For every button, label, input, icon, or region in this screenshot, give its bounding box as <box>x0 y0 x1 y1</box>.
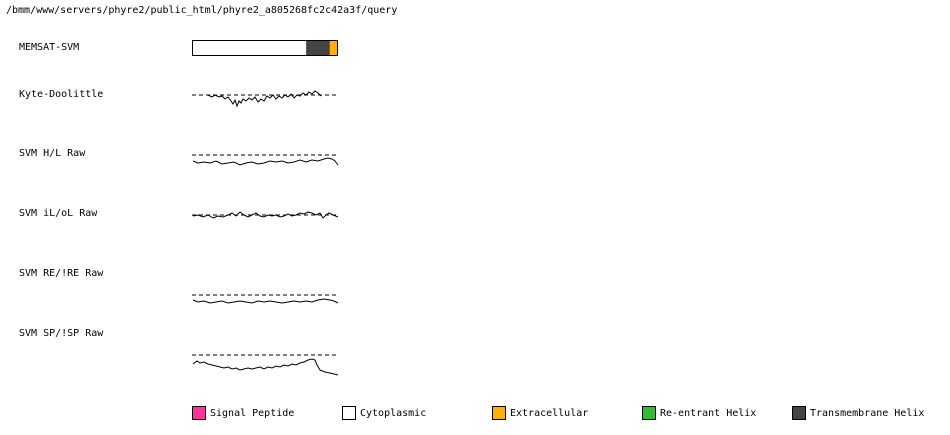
legend-label-transmembrane-helix: Transmembrane Helix <box>810 407 925 419</box>
svm-ilol-profile <box>192 211 339 219</box>
kyte-doolittle-track <box>192 90 338 108</box>
legend-extracellular: Extracellular <box>492 405 588 421</box>
memsat-segment-extracellular <box>329 40 337 55</box>
transmembrane-helix-swatch <box>792 406 806 420</box>
svm-ilol-track <box>192 211 339 219</box>
svm-re-profile <box>192 298 339 304</box>
track-label-kyte-doolittle: Kyte-Doolittle <box>19 89 104 100</box>
memsat-segment-cytoplasmic <box>192 40 307 55</box>
re-entrant-helix-swatch <box>642 406 656 420</box>
svm-sp-track <box>192 354 339 376</box>
track-label-memsat-svm: MEMSAT-SVM <box>19 42 80 53</box>
svm-hl-profile <box>192 157 339 166</box>
svm-sp-profile <box>192 358 339 376</box>
legend-signal-peptide: Signal Peptide <box>192 405 294 421</box>
memsat-segment-transmembrane-helix <box>306 40 330 55</box>
track-label-svm-hl-raw: SVM H/L Raw <box>19 148 86 159</box>
track-label-svm-ilol-raw: SVM iL/oL Raw <box>19 208 98 219</box>
legend-label-signal-peptide: Signal Peptide <box>210 407 295 419</box>
legend-re-entrant-helix: Re-entrant Helix <box>642 405 756 421</box>
cytoplasmic-swatch <box>342 406 356 420</box>
legend-transmembrane-helix: Transmembrane Helix <box>792 405 924 421</box>
kyte-doolittle-profile <box>207 90 322 108</box>
memsat-bar-border <box>192 40 338 56</box>
legend-label-cytoplasmic: Cytoplasmic <box>360 407 427 419</box>
track-label-svm-re-raw: SVM RE/!RE Raw <box>19 268 104 279</box>
legend-cytoplasmic: Cytoplasmic <box>342 405 426 421</box>
memsat-topology-bar <box>192 40 338 56</box>
query-path-title: /bmm/www/servers/phyre2/public_html/phyr… <box>6 5 398 16</box>
legend-label-re-entrant-helix: Re-entrant Helix <box>660 407 757 419</box>
extracellular-swatch <box>492 406 506 420</box>
svm-re-track <box>192 294 339 304</box>
track-label-svm-sp-raw: SVM SP/!SP Raw <box>19 328 104 339</box>
signal-peptide-swatch <box>192 406 206 420</box>
svm-hl-track <box>192 154 339 166</box>
legend-label-extracellular: Extracellular <box>510 407 589 419</box>
